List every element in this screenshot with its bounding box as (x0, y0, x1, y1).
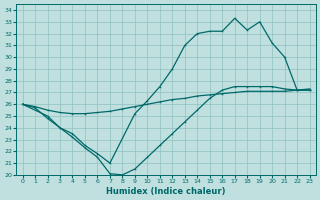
X-axis label: Humidex (Indice chaleur): Humidex (Indice chaleur) (106, 187, 226, 196)
